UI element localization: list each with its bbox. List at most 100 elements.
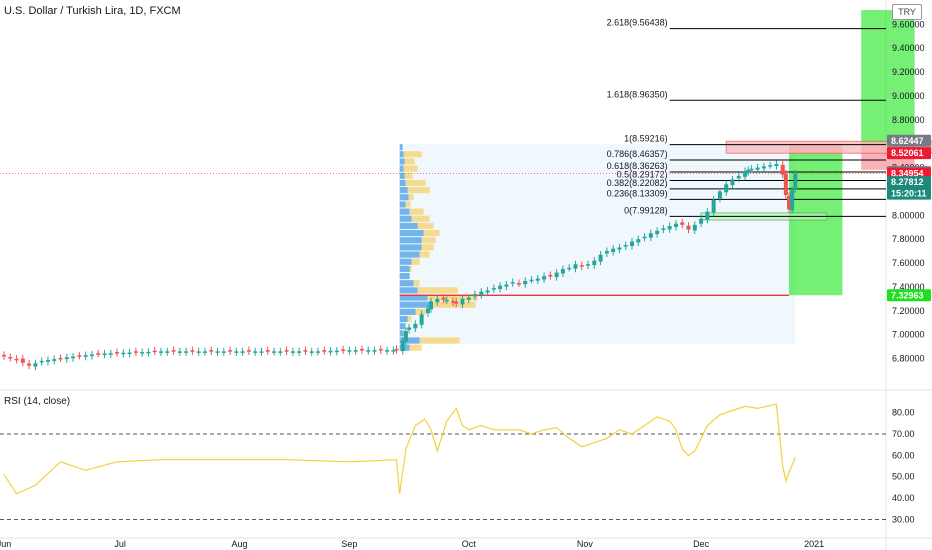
candle-body bbox=[724, 184, 729, 193]
candle-body bbox=[429, 301, 434, 310]
rsi-tick-label: 40.00 bbox=[892, 493, 915, 503]
candle-body bbox=[347, 350, 352, 352]
price-label-text: 8.34954 bbox=[891, 169, 924, 179]
candle-body bbox=[341, 349, 346, 351]
candle-body bbox=[780, 164, 785, 175]
price-label-text: 8.62447 bbox=[891, 136, 924, 146]
volume-profile-bar bbox=[399, 315, 408, 323]
candle-body bbox=[592, 260, 597, 266]
rsi-line bbox=[3, 403, 796, 495]
price-tick-label: 7.80000 bbox=[892, 234, 925, 244]
price-label-text: 15:20:11 bbox=[891, 189, 927, 199]
time-tick-label: Sep bbox=[341, 539, 357, 549]
candle-body bbox=[667, 226, 672, 230]
candle-body bbox=[783, 173, 788, 195]
volume-profile-bar bbox=[409, 265, 412, 272]
candle-body bbox=[586, 264, 591, 266]
volume-profile-bar bbox=[399, 172, 405, 179]
candle-body bbox=[407, 327, 412, 330]
price-tick-label: 9.60000 bbox=[892, 19, 925, 29]
time-tick-label: 2021 bbox=[804, 539, 824, 549]
candle-body bbox=[749, 168, 754, 171]
candle-body bbox=[743, 171, 748, 177]
candle-body bbox=[466, 297, 471, 300]
candle-body bbox=[617, 247, 622, 250]
candle-body bbox=[359, 348, 364, 351]
candle-body bbox=[790, 190, 795, 211]
candle-body bbox=[177, 351, 182, 353]
fib-level-label: 0.5(8.29172) bbox=[617, 169, 668, 179]
candle-body bbox=[648, 233, 653, 238]
price-tick-label: 7.00000 bbox=[892, 330, 925, 340]
price-tick-label: 9.40000 bbox=[892, 43, 925, 53]
candle-body bbox=[419, 314, 424, 325]
candle-body bbox=[454, 301, 459, 304]
fib-level-label: 0(7.99128) bbox=[624, 205, 668, 215]
volume-profile-bar bbox=[413, 280, 420, 287]
volume-profile-area bbox=[399, 143, 796, 345]
candle-body bbox=[451, 300, 456, 303]
volume-profile-bar bbox=[399, 251, 420, 258]
candle-body bbox=[316, 351, 320, 353]
candle-body bbox=[89, 354, 94, 357]
volume-profile-bar bbox=[403, 165, 418, 172]
candle-body bbox=[378, 348, 383, 351]
price-tick-label: 8.00000 bbox=[892, 210, 925, 220]
volume-profile-bar bbox=[403, 151, 422, 158]
candle-body bbox=[425, 308, 430, 314]
time-tick-label: Dec bbox=[693, 539, 710, 549]
volume-profile-bar bbox=[399, 330, 404, 337]
candle-body bbox=[253, 351, 258, 353]
fib-level-label: 0.236(8.13309) bbox=[607, 188, 668, 198]
rsi-title: RSI (14, close) bbox=[4, 396, 71, 407]
candle-body bbox=[485, 290, 490, 293]
volume-profile-bar bbox=[399, 287, 418, 294]
volume-profile-bar bbox=[399, 201, 406, 208]
volume-profile-bar bbox=[399, 244, 422, 251]
price-tick-label: 8.80000 bbox=[892, 115, 925, 125]
candle-body bbox=[121, 352, 126, 355]
volume-profile-bar bbox=[409, 344, 422, 351]
candle-body bbox=[228, 350, 233, 352]
candle-body bbox=[8, 357, 13, 359]
candle-body bbox=[787, 195, 791, 210]
currency-button[interactable]: TRY bbox=[892, 4, 922, 20]
time-tick-label: Oct bbox=[462, 539, 477, 549]
candle-body bbox=[510, 282, 515, 284]
volume-profile-bar bbox=[421, 237, 436, 244]
candle-body bbox=[516, 283, 521, 285]
price-label-text: 8.27812 bbox=[891, 177, 924, 187]
candle-body bbox=[328, 350, 333, 353]
volume-profile-bar bbox=[399, 308, 416, 315]
candle-body bbox=[190, 350, 195, 352]
time-tick-label: Jun bbox=[0, 539, 11, 549]
candle-body bbox=[265, 350, 270, 352]
candle-body bbox=[366, 350, 371, 352]
fib-level-label: 1(8.59216) bbox=[624, 134, 668, 144]
volume-profile-bar bbox=[399, 208, 410, 215]
candle-body bbox=[642, 236, 647, 239]
candle-body bbox=[400, 340, 405, 352]
long-target-zone bbox=[861, 10, 915, 144]
candle-body bbox=[184, 351, 189, 353]
candle-body bbox=[630, 241, 634, 247]
price-tick-label: 9.00000 bbox=[892, 91, 925, 101]
volume-profile-bar bbox=[399, 280, 414, 287]
time-tick-label: Nov bbox=[577, 539, 594, 549]
candle-body bbox=[473, 294, 477, 297]
candle-body bbox=[717, 191, 722, 199]
candle-body bbox=[115, 352, 120, 354]
candle-body bbox=[686, 225, 691, 230]
volume-profile-bar bbox=[399, 301, 430, 308]
candle-body bbox=[385, 350, 390, 352]
volume-profile-bar bbox=[399, 323, 406, 330]
candle-body bbox=[793, 173, 798, 190]
rsi-tick-label: 30.00 bbox=[892, 514, 915, 524]
volume-profile-bar bbox=[399, 222, 418, 229]
candle-body bbox=[504, 284, 509, 287]
candle-body bbox=[548, 274, 553, 277]
rsi-tick-label: 50.00 bbox=[892, 472, 915, 482]
volume-profile-bar bbox=[419, 337, 460, 344]
volume-profile-bar bbox=[399, 265, 410, 272]
price-label-box bbox=[887, 289, 931, 302]
